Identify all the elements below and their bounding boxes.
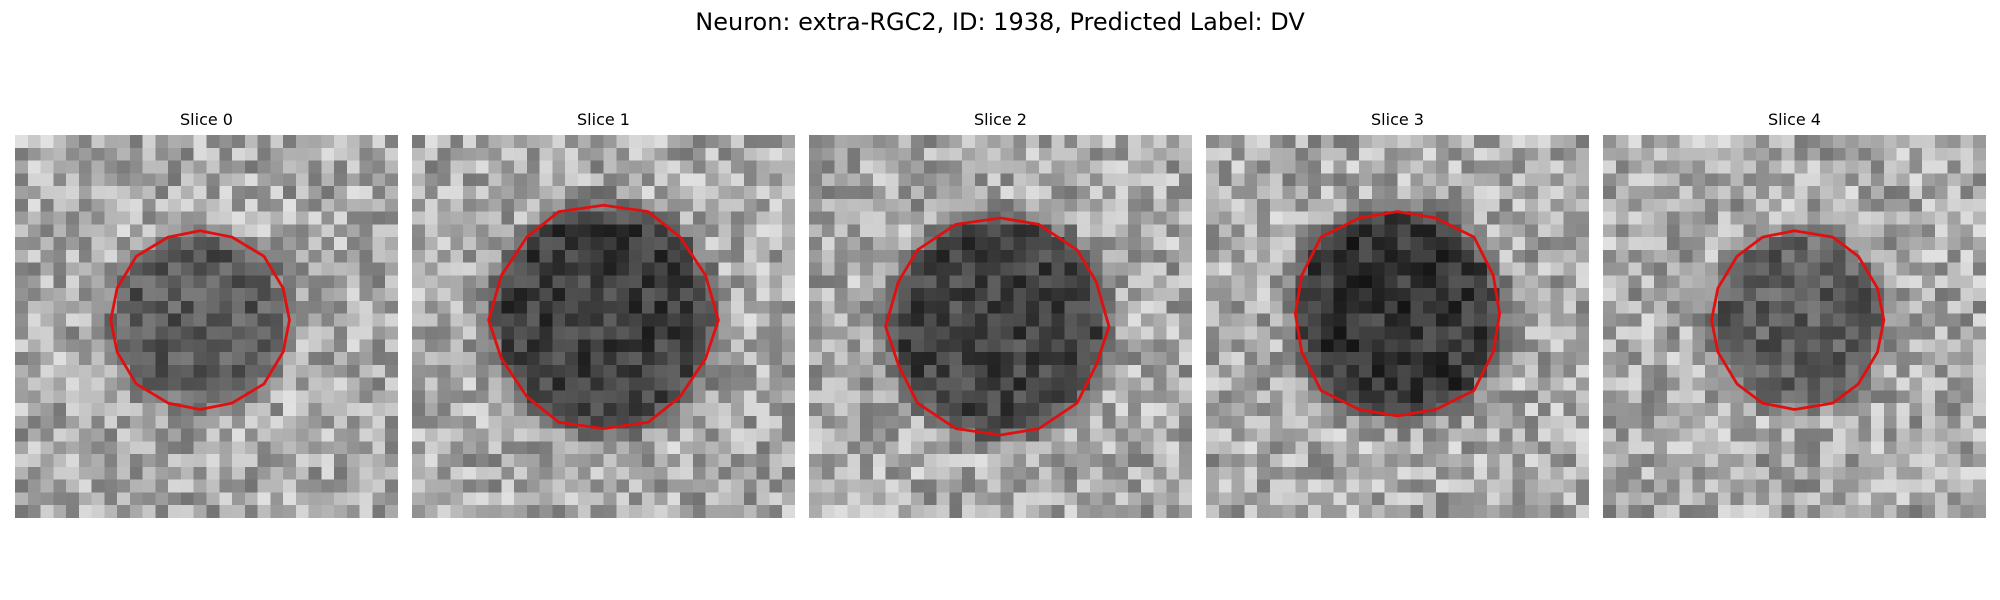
- slice-title: Slice 0: [180, 110, 233, 129]
- slice-title: Slice 1: [577, 110, 630, 129]
- slice-panel-4: Slice 4: [1603, 108, 1986, 518]
- cell-contour: [884, 216, 1111, 437]
- grayscale-microscopy-image: [809, 135, 1192, 518]
- grayscale-microscopy-image: [1206, 135, 1589, 518]
- figure-title: Neuron: extra-RGC2, ID: 1938, Predicted …: [695, 8, 1305, 36]
- slice-image: [412, 135, 795, 518]
- slice-image: [15, 135, 398, 518]
- cell-contour: [1293, 210, 1502, 418]
- cell-contour: [1710, 229, 1886, 411]
- cell-contour: [487, 203, 720, 431]
- slice-panel-0: Slice 0: [15, 108, 398, 518]
- grayscale-microscopy-image: [412, 135, 795, 518]
- slice-title: Slice 2: [974, 110, 1027, 129]
- slice-title: Slice 4: [1768, 110, 1821, 129]
- slice-title: Slice 3: [1371, 110, 1424, 129]
- cell-contour: [109, 229, 291, 411]
- grayscale-microscopy-image: [1603, 135, 1986, 518]
- grayscale-microscopy-image: [15, 135, 398, 518]
- slice-image: [809, 135, 1192, 518]
- slice-panel-1: Slice 1: [412, 108, 795, 518]
- slice-panel-2: Slice 2: [809, 108, 1192, 518]
- slice-image: [1206, 135, 1589, 518]
- slice-panel-3: Slice 3: [1206, 108, 1589, 518]
- slice-image: [1603, 135, 1986, 518]
